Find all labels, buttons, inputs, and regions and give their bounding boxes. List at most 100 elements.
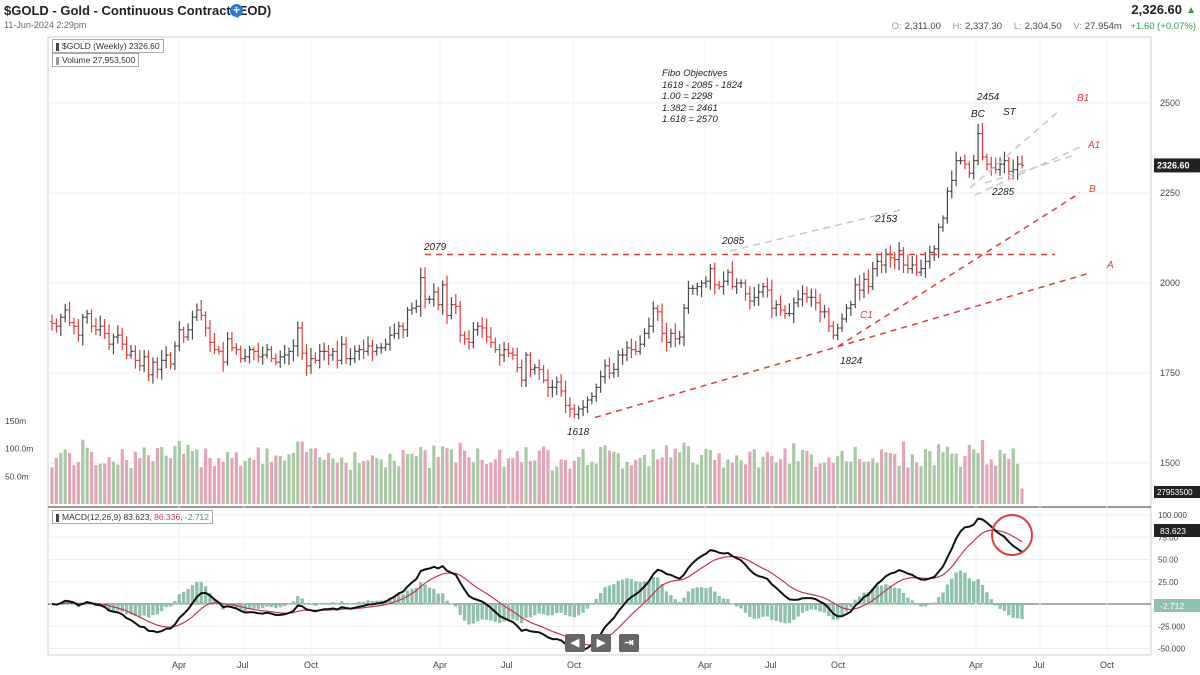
ohlc-bar [954, 151, 959, 187]
ohlc-bar [743, 279, 748, 301]
macd-histogram-bar [1015, 604, 1020, 619]
volume-bar [454, 462, 458, 504]
ohlc-bar [475, 322, 480, 336]
volume-bar [923, 449, 928, 504]
volume-bar [590, 461, 594, 504]
macd-histogram-bar [682, 597, 686, 605]
ohlc-bar [186, 323, 191, 341]
scroll-left-button[interactable]: ◀ [565, 634, 585, 652]
volume-bar [225, 452, 230, 504]
time-tick-label: Apr [698, 660, 712, 670]
macd-histogram-bar [871, 588, 875, 605]
macd-histogram-bar [357, 601, 361, 605]
macd-histogram-bar [331, 602, 335, 605]
volume-bar [383, 467, 388, 504]
macd-histogram-bar [906, 597, 910, 605]
ohlc-bar [247, 345, 252, 364]
projection-line-b1 [969, 109, 1061, 189]
macd-histogram-bar [656, 577, 660, 605]
annotation-label: B [1089, 184, 1096, 195]
volume-bar [713, 460, 717, 504]
change-value: +1.60 (+0.07%) [1130, 21, 1197, 32]
ohlc-bar [177, 321, 182, 351]
annotation-label: A1 [1087, 140, 1100, 151]
ohlc-bar [1002, 151, 1007, 174]
timestamp: 11-Jun-2024 2:29pm [4, 20, 87, 30]
macd-histogram-bar [844, 604, 849, 612]
macd-histogram-bar [910, 600, 914, 605]
volume-bar [748, 451, 752, 504]
ohlc-bar [861, 272, 866, 299]
volume-bar [599, 446, 603, 504]
volume-bar [827, 457, 831, 504]
scroll-end-button[interactable]: ⇥ [619, 634, 639, 652]
volume-bar [528, 460, 533, 504]
macd-histogram-bar [743, 604, 748, 613]
ohlc-bar [739, 279, 744, 288]
ohlc-bar [585, 396, 590, 413]
ohlc-bar [234, 343, 239, 355]
volume-bar [998, 450, 1002, 504]
last-volume-marker-label: 27953500 [1157, 488, 1193, 497]
macd-histogram-bar [699, 587, 704, 605]
ohlc-bar [111, 333, 116, 355]
ohlc-bar [532, 364, 537, 375]
volume-bar [945, 446, 949, 504]
macd-histogram-bar [879, 585, 884, 605]
ohlc-bar [278, 350, 283, 369]
ohlc-bar [853, 277, 858, 309]
macd-histogram-bar [629, 579, 634, 605]
low-value: 2,304.50 [1024, 21, 1062, 32]
volume-bar [739, 460, 743, 504]
macd-histogram-bar [774, 604, 778, 621]
volume-bar [730, 462, 734, 504]
fibo-objectives-note: Fibo Objectives 1618 - 2085 - 1824 1.00 … [662, 68, 742, 126]
ohlc-bar [93, 317, 98, 335]
ohlc-bar [690, 284, 695, 295]
macd-histogram-bar [577, 604, 581, 616]
macd-histogram-bar [528, 604, 533, 618]
macd-histogram-bar [866, 592, 871, 605]
ohlc-bar [682, 303, 687, 347]
ohlc-bar [440, 280, 445, 315]
macd-histogram-bar [392, 596, 397, 605]
hist-value-marker-label: -2.712 [1160, 601, 1184, 611]
macd-histogram-bar [884, 584, 888, 605]
volume-tick-label: 50.0m [5, 471, 29, 481]
macd-histogram-bar [603, 587, 607, 605]
macd-histogram-bar [818, 604, 822, 612]
volume-bar [897, 465, 901, 504]
ohlc-bar [366, 336, 371, 356]
volume-bar [107, 457, 111, 504]
scroll-right-button[interactable]: ▶ [591, 634, 611, 652]
info-icon[interactable]: + [230, 4, 243, 17]
volume-bar [484, 464, 489, 504]
macd-histogram-bar [998, 604, 1002, 609]
ohlc-bar [76, 318, 81, 342]
volume-bar [326, 452, 331, 504]
ohlc-bar [164, 346, 169, 369]
ohlc-bar [80, 313, 85, 346]
volume-bar [858, 458, 862, 504]
volume-bar [313, 448, 317, 504]
time-tick-label: Oct [1100, 660, 1115, 670]
ohlc-bar [273, 353, 278, 366]
volume-bar [269, 461, 274, 504]
trendline-b [837, 192, 1081, 347]
volume-bar [919, 466, 923, 504]
volume-bar [76, 462, 80, 504]
macd-histogram-bar [555, 604, 559, 614]
ohlc-bar [818, 293, 823, 323]
ohlc-bar [63, 303, 68, 323]
ohlc-bar [734, 278, 739, 294]
ohlc-bar [660, 303, 665, 343]
macd-histogram-bar [976, 579, 980, 605]
ohlc-bar [611, 362, 616, 378]
ohlc-bar [256, 342, 261, 363]
volume-bar [612, 451, 616, 504]
macd-tick-label: 25.00 [1158, 578, 1179, 587]
volume-bar [625, 461, 629, 504]
volume-bar [875, 462, 879, 504]
ohlc-bar [545, 369, 550, 397]
